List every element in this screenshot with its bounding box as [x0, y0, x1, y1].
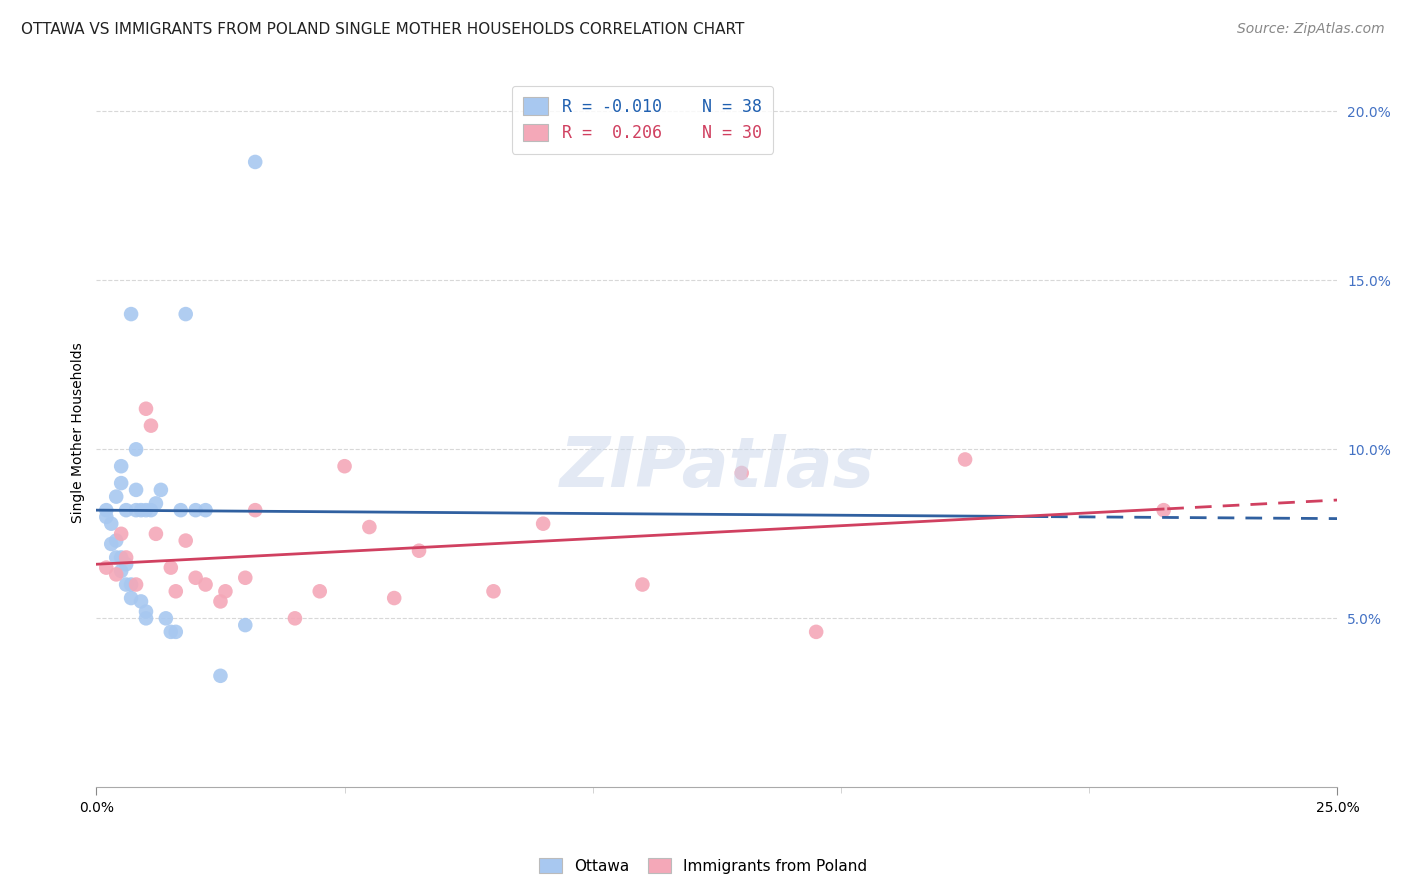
Point	[135, 611, 157, 625]
Point	[165, 624, 187, 639]
Point	[953, 452, 976, 467]
Point	[125, 577, 148, 591]
Point	[245, 155, 267, 169]
Point	[110, 550, 132, 565]
Point	[139, 503, 162, 517]
Point	[245, 503, 267, 517]
Point	[96, 503, 118, 517]
Point	[135, 503, 157, 517]
Point	[159, 624, 181, 639]
Text: Source: ZipAtlas.com: Source: ZipAtlas.com	[1237, 22, 1385, 37]
Point	[194, 503, 217, 517]
Point	[135, 605, 157, 619]
Point	[129, 594, 152, 608]
Point	[159, 560, 181, 574]
Point	[731, 466, 754, 480]
Legend: R = -0.010    N = 38, R =  0.206    N = 30: R = -0.010 N = 38, R = 0.206 N = 30	[512, 86, 773, 153]
Point	[110, 564, 132, 578]
Point	[1153, 503, 1175, 517]
Point	[96, 510, 118, 524]
Point	[120, 307, 142, 321]
Point	[214, 584, 236, 599]
Point	[145, 496, 167, 510]
Point	[110, 459, 132, 474]
Point	[165, 584, 187, 599]
Point	[129, 503, 152, 517]
Point	[233, 618, 256, 632]
Point	[174, 533, 197, 548]
Point	[184, 571, 207, 585]
Point	[170, 503, 193, 517]
Point	[125, 483, 148, 497]
Text: OTTAWA VS IMMIGRANTS FROM POLAND SINGLE MOTHER HOUSEHOLDS CORRELATION CHART: OTTAWA VS IMMIGRANTS FROM POLAND SINGLE …	[21, 22, 744, 37]
Point	[105, 533, 128, 548]
Point	[155, 611, 177, 625]
Point	[105, 567, 128, 582]
Point	[96, 560, 118, 574]
Point	[209, 594, 232, 608]
Point	[149, 483, 172, 497]
Point	[125, 503, 148, 517]
Point	[100, 516, 122, 531]
Point	[804, 624, 827, 639]
Point	[115, 550, 138, 565]
Point	[110, 526, 132, 541]
Point	[631, 577, 654, 591]
Point	[120, 577, 142, 591]
Point	[110, 476, 132, 491]
Point	[308, 584, 330, 599]
Text: ZIPatlas: ZIPatlas	[560, 434, 875, 501]
Point	[145, 526, 167, 541]
Point	[184, 503, 207, 517]
Y-axis label: Single Mother Households: Single Mother Households	[72, 342, 86, 523]
Point	[105, 490, 128, 504]
Point	[105, 550, 128, 565]
Point	[139, 418, 162, 433]
Point	[100, 537, 122, 551]
Point	[359, 520, 381, 534]
Point	[194, 577, 217, 591]
Point	[125, 442, 148, 457]
Point	[233, 571, 256, 585]
Point	[482, 584, 505, 599]
Point	[333, 459, 356, 474]
Point	[174, 307, 197, 321]
Point	[135, 401, 157, 416]
Legend: Ottawa, Immigrants from Poland: Ottawa, Immigrants from Poland	[533, 852, 873, 880]
Point	[115, 503, 138, 517]
Point	[284, 611, 307, 625]
Point	[382, 591, 405, 605]
Point	[209, 669, 232, 683]
Point	[115, 577, 138, 591]
Point	[120, 591, 142, 605]
Point	[531, 516, 554, 531]
Point	[115, 558, 138, 572]
Point	[408, 543, 430, 558]
